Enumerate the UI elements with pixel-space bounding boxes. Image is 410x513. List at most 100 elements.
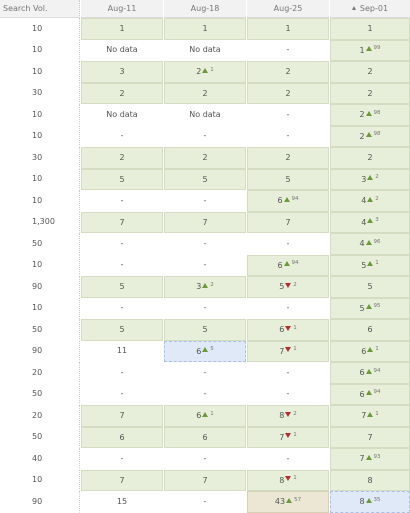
rank-value: - xyxy=(203,303,207,313)
search-volume: 20 xyxy=(0,405,80,427)
rank-value: 2 xyxy=(202,88,208,98)
header-date-sorted[interactable]: Sep-01 xyxy=(330,0,410,18)
rank-cell: - xyxy=(247,448,329,470)
rank-cell: 1 xyxy=(330,18,410,40)
rank-value: 8 xyxy=(359,497,365,507)
rank-value: 7 xyxy=(279,432,285,442)
rank-cell: - xyxy=(247,126,329,147)
header-text: Sep-01 xyxy=(359,4,389,13)
header-date[interactable]: Aug-18 xyxy=(164,0,246,18)
trend-arrow xyxy=(202,411,209,417)
rank-cell: 7 xyxy=(247,211,329,233)
search-volume: 10 xyxy=(0,469,80,491)
search-volume: 10 xyxy=(0,18,80,40)
rank-cell: 3 xyxy=(81,61,163,83)
trend-arrow xyxy=(367,411,374,417)
rank-value: 5 xyxy=(119,325,125,335)
trend-arrow xyxy=(367,218,374,224)
rank-cell: - xyxy=(247,233,329,255)
rank-value: 8 xyxy=(279,411,285,421)
rank-cell: 6 94 xyxy=(247,190,329,212)
rank-value: 5 xyxy=(202,174,208,184)
rank-value: 2 xyxy=(359,131,365,141)
rank-cell: 5 xyxy=(247,168,329,190)
rank-cell: 43 57 xyxy=(247,491,329,513)
rank-cell: 6 94 xyxy=(330,383,410,405)
rank-cell: - xyxy=(247,362,329,384)
rank-value: 7 xyxy=(285,217,291,227)
trend-arrow xyxy=(365,46,372,52)
rank-change: 1 xyxy=(375,260,379,267)
trend-arrow xyxy=(285,282,292,288)
search-volume: 10 xyxy=(0,168,80,190)
rank-value: - xyxy=(120,260,124,270)
rank-change: 35 xyxy=(373,496,381,503)
search-volume: 90 xyxy=(0,340,80,362)
rank-cell: 5 xyxy=(81,168,163,190)
rank-cell: - xyxy=(164,448,246,470)
rank-value: - xyxy=(203,195,207,205)
rank-cell: 2 xyxy=(164,147,246,169)
rank-cell: - xyxy=(81,233,163,255)
header-search-vol[interactable]: Search Vol. xyxy=(0,0,80,18)
trend-arrow xyxy=(285,347,292,353)
rank-cell: 6 xyxy=(330,319,410,341)
rank-value: - xyxy=(120,195,124,205)
rank-value: - xyxy=(203,389,207,399)
rank-value: 5 xyxy=(119,174,125,184)
rank-cell: No data xyxy=(164,40,246,61)
rank-change: 99 xyxy=(373,45,381,52)
rank-value: No data xyxy=(189,109,221,119)
rank-cell: 2 xyxy=(247,82,329,104)
rank-value: 1 xyxy=(202,24,208,34)
rank-value: - xyxy=(286,389,290,399)
rank-value: - xyxy=(286,453,290,463)
sort-icon xyxy=(351,6,356,10)
rank-value: 5 xyxy=(202,325,208,335)
rank-change: 94 xyxy=(373,367,381,374)
header-date[interactable]: Aug-25 xyxy=(247,0,329,18)
header-date[interactable]: Aug-11 xyxy=(81,0,163,18)
rank-value: - xyxy=(203,367,207,377)
rank-value: - xyxy=(286,367,290,377)
rank-value: No data xyxy=(106,109,138,119)
rank-value: - xyxy=(286,238,290,248)
rank-change: 94 xyxy=(291,260,299,267)
rank-value: 2 xyxy=(367,88,373,98)
rank-value: - xyxy=(203,131,207,141)
rank-value: 2 xyxy=(202,153,208,163)
rank-cell: 6 xyxy=(81,426,163,448)
rank-value: 5 xyxy=(285,174,291,184)
search-volume: 50 xyxy=(0,319,80,341)
rank-cell: - xyxy=(164,362,246,384)
rank-value: 8 xyxy=(279,475,285,485)
rank-value: 2 xyxy=(119,88,125,98)
rank-change: 1 xyxy=(210,410,214,417)
rank-cell: - xyxy=(247,104,329,126)
search-volume: 30 xyxy=(0,147,80,169)
rank-cell: 2 xyxy=(330,82,410,104)
rank-cell: - xyxy=(164,491,246,513)
rank-cell: 8 xyxy=(330,469,410,491)
rank-value: 3 xyxy=(361,174,367,184)
trend-arrow xyxy=(365,497,372,503)
search-volume: 10 xyxy=(0,297,80,319)
rank-cell: - xyxy=(247,298,329,319)
rank-cell: 2 xyxy=(81,147,163,169)
rank-value: - xyxy=(286,303,290,313)
rank-change: 94 xyxy=(291,195,299,202)
rank-value: 2 xyxy=(285,67,291,77)
rank-change: 98 xyxy=(373,131,381,138)
rank-cell: - xyxy=(164,233,246,255)
rank-cell: 7 93 xyxy=(330,448,410,470)
rank-change: 1 xyxy=(210,66,214,73)
rank-change: 3 xyxy=(375,217,379,224)
rank-change: 1 xyxy=(375,410,379,417)
rank-value: No data xyxy=(106,45,138,55)
rank-cell: 7 xyxy=(164,469,246,491)
